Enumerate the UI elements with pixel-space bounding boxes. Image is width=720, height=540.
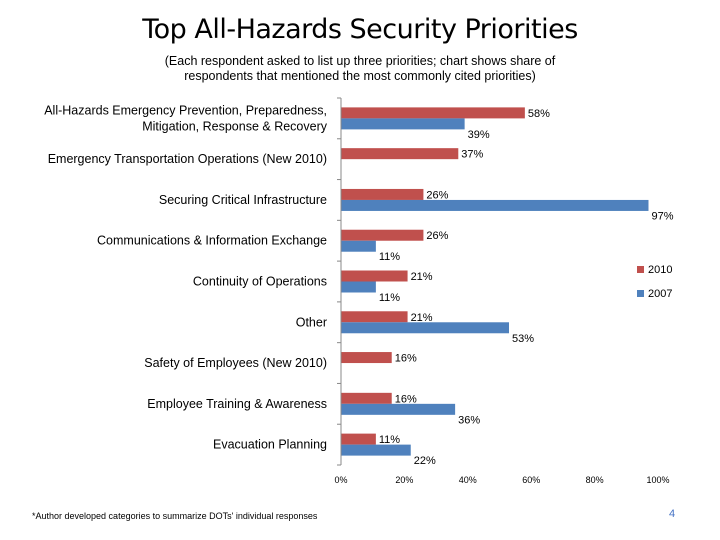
bar-2010 xyxy=(341,433,376,445)
legend-swatch-2010 xyxy=(637,266,644,273)
category-label: Other xyxy=(296,315,327,329)
legend-label: 2010 xyxy=(648,264,672,276)
bar-2010 xyxy=(341,270,408,282)
page-number: 4 xyxy=(669,508,676,520)
bar-2010 xyxy=(341,229,424,241)
data-label: 36% xyxy=(458,414,480,426)
x-axis: 0% 20% 40% 60% 80% 100% xyxy=(334,97,670,485)
bar-2007 xyxy=(341,281,376,293)
bar-2007 xyxy=(341,444,411,456)
x-tick-label: 60% xyxy=(522,475,540,485)
x-tick-label: 100% xyxy=(646,475,669,485)
category-label: Safety of Employees (New 2010) xyxy=(144,356,327,370)
footnote: *Author developed categories to summariz… xyxy=(32,511,318,521)
category-label: Evacuation Planning xyxy=(213,438,327,452)
bar-2007 xyxy=(341,403,456,415)
x-tick-label: 40% xyxy=(459,475,477,485)
data-label: 11% xyxy=(379,292,400,304)
bar-2010 xyxy=(341,392,392,404)
x-tick-label: 20% xyxy=(395,475,413,485)
legend-label: 2007 xyxy=(648,288,672,300)
category-label: Communications & Information Exchange xyxy=(97,234,327,248)
category-label: Continuity of Operations xyxy=(193,275,327,289)
data-label: 21% xyxy=(411,271,433,283)
data-label: 37% xyxy=(461,149,483,161)
data-label: 58% xyxy=(528,108,550,120)
legend-swatch-2007 xyxy=(637,290,644,297)
data-label: 16% xyxy=(395,353,417,365)
data-label: 26% xyxy=(426,230,448,242)
chart-title: Top All-Hazards Security Priorities xyxy=(142,14,578,45)
bar-2010 xyxy=(341,311,408,323)
data-label: 11% xyxy=(379,251,400,263)
category-label: All-Hazards Emergency Prevention, Prepar… xyxy=(44,103,328,133)
bar-2010 xyxy=(341,352,392,364)
bar-2010 xyxy=(341,188,424,200)
data-label: 16% xyxy=(395,393,417,405)
bar-2007 xyxy=(341,118,465,130)
data-label: 22% xyxy=(414,455,436,467)
x-tick-label: 0% xyxy=(334,475,347,485)
data-label: 39% xyxy=(468,129,490,141)
category-label: Securing Critical Infrastructure xyxy=(159,193,327,207)
bar-2007 xyxy=(341,322,510,334)
data-label: 53% xyxy=(512,333,534,345)
bar-2010 xyxy=(341,148,459,160)
bars-layer xyxy=(341,107,649,456)
data-label: 21% xyxy=(411,312,433,324)
bar-2010 xyxy=(341,107,525,119)
labels-layer: All-Hazards Emergency Prevention, Prepar… xyxy=(44,103,674,467)
legend: 2010 2007 xyxy=(637,264,672,300)
chart-subtitle: (Each respondent asked to list up three … xyxy=(164,54,556,83)
category-label: Employee Training & Awareness xyxy=(147,397,327,411)
bar-2007 xyxy=(341,240,376,252)
data-label: 26% xyxy=(426,189,448,201)
bar-2007 xyxy=(341,199,649,211)
category-label: Emergency Transportation Operations (New… xyxy=(48,152,327,166)
data-label: 11% xyxy=(379,434,400,446)
x-tick-label: 80% xyxy=(586,475,604,485)
data-label: 97% xyxy=(651,210,673,222)
